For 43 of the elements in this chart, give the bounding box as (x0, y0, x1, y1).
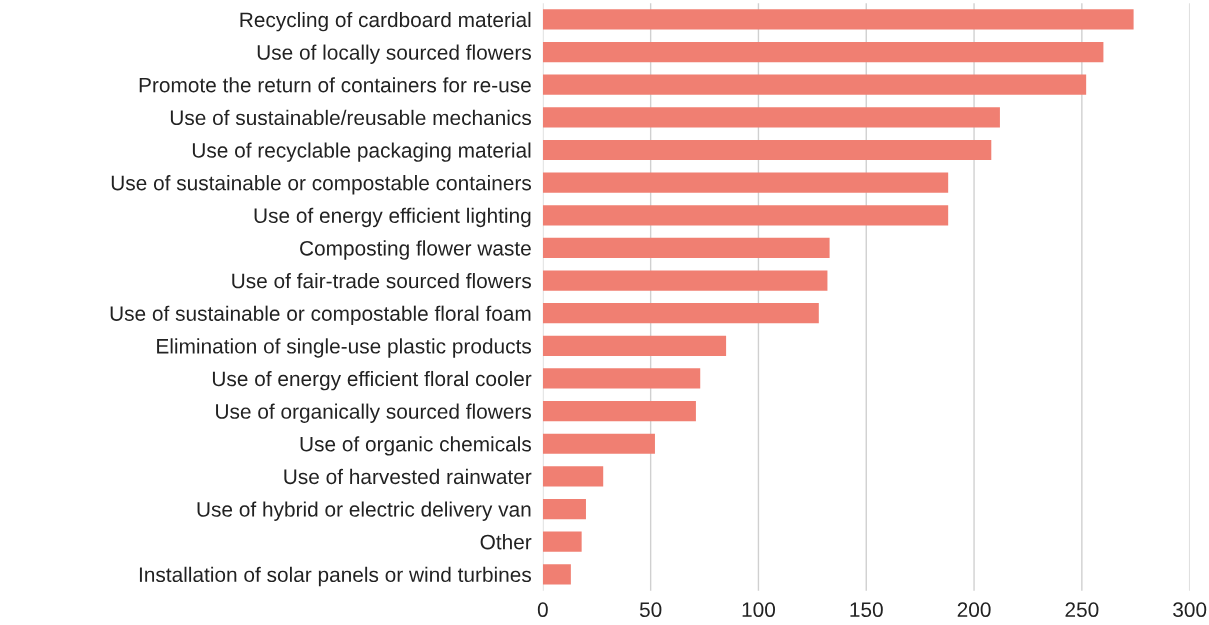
bar (542, 400, 696, 422)
y-tick-label: Elimination of single-use plastic products (157, 338, 531, 358)
y-tick-label: Promote the return of containers for re-use (139, 77, 531, 93)
y-tick-label: Use of recyclable packaging material (192, 142, 531, 162)
bar (542, 41, 1104, 63)
x-tick-label: 200 (957, 602, 991, 618)
bar (542, 139, 992, 161)
x-tick-label: 250 (1065, 602, 1099, 618)
bar (542, 564, 571, 585)
bar (542, 237, 830, 259)
x-tick-label: 0 (537, 602, 548, 618)
bar (542, 303, 819, 324)
y-tick-label: Use of energy efficient lighting (254, 207, 531, 228)
bar (542, 466, 604, 487)
y-tick-label: Recycling of cardboard material (240, 11, 531, 32)
y-tick-label: Use of locally sourced flowers (257, 44, 531, 64)
bar (542, 205, 949, 226)
bar (542, 531, 582, 552)
y-tick-label: Use of sustainable/reusable mechanics (170, 109, 531, 126)
y-tick-label: Use of sustainable or compostable floral foam (110, 305, 531, 326)
x-tick-label: 50 (639, 602, 662, 618)
bar (542, 9, 1134, 30)
bar (542, 433, 655, 454)
y-tick-label: Use of organically sourced flowers (216, 403, 531, 423)
bar (542, 270, 828, 291)
bar (542, 498, 586, 520)
y-tick-label: Use of harvested rainwater (284, 468, 532, 485)
y-tick-label: Use of sustainable or compostable containers (111, 175, 532, 195)
y-tick-label: Other (480, 534, 532, 550)
x-tick-label: 150 (850, 602, 883, 618)
x-tick-label: 100 (742, 602, 776, 618)
y-tick-label: Use of hybrid or electric delivery van (197, 501, 531, 521)
y-tick-label: Composting flower waste (300, 240, 531, 260)
y-tick-label: Use of energy efficient floral cooler (212, 370, 532, 391)
y-tick-label: Use of fair-trade sourced flowers (232, 273, 531, 289)
y-tick-label: Use of organic chemicals (300, 436, 531, 456)
bar (542, 335, 727, 356)
bar (542, 74, 1087, 95)
y-tick-label: Installation of solar panels or wind turbines (139, 566, 531, 587)
x-tick-label: 300 (1173, 602, 1207, 618)
bar (542, 107, 1000, 128)
bar (542, 172, 949, 193)
bar (542, 368, 701, 389)
